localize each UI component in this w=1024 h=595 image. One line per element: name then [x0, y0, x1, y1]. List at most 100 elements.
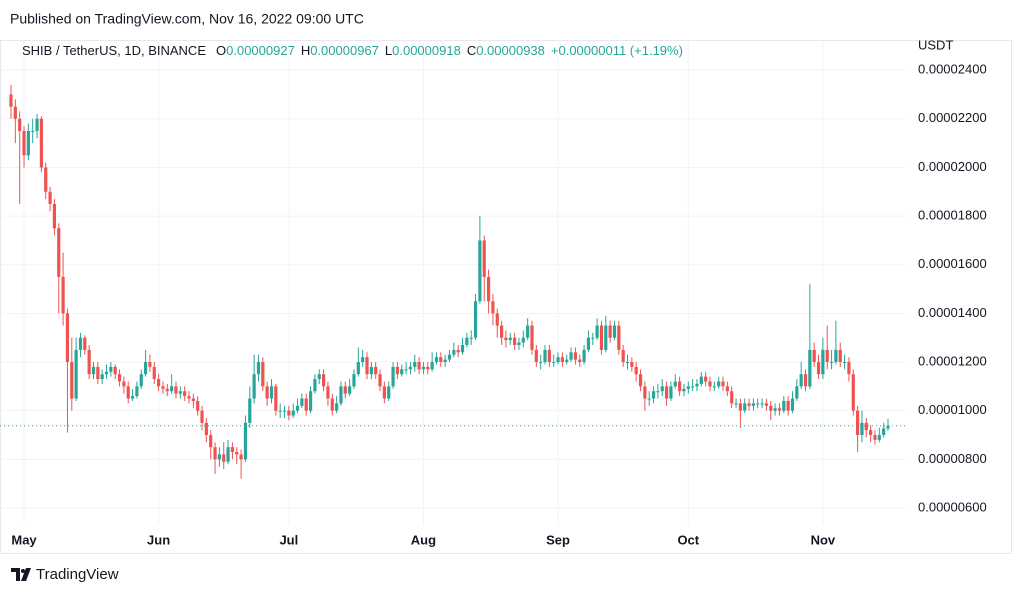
candle-body: [643, 386, 647, 399]
candle-body: [408, 366, 413, 370]
candle-body: [152, 366, 156, 380]
candle-body: [660, 386, 664, 392]
candle-body: [395, 366, 400, 375]
close-label: C: [467, 43, 476, 58]
candle-body: [143, 362, 148, 375]
candle-body: [265, 386, 269, 399]
candle-body: [57, 228, 61, 277]
x-tick-label: Jun: [147, 532, 170, 547]
candle-body: [877, 435, 881, 440]
candle-body: [508, 337, 512, 341]
open-label: O: [216, 43, 226, 58]
y-tick-label: 0.00002200: [918, 110, 987, 125]
candle-body: [183, 391, 187, 397]
candle-body: [178, 391, 182, 394]
candle-body: [560, 357, 564, 363]
candle-body: [777, 408, 782, 411]
candle-body: [374, 366, 378, 375]
candle-body: [126, 386, 130, 399]
candle-body: [686, 386, 690, 389]
candle-body: [217, 454, 221, 460]
candle-body: [239, 454, 243, 460]
candle-body: [308, 391, 313, 411]
candle-body: [539, 362, 543, 364]
candle-body: [478, 240, 482, 302]
candle-body: [612, 325, 617, 338]
candle-body: [495, 313, 499, 326]
chart-frame: [0, 40, 1012, 554]
candle-body: [630, 362, 634, 367]
candle-body: [808, 349, 812, 387]
candle-body: [851, 374, 855, 411]
candle-body: [291, 410, 295, 416]
candle-body: [456, 349, 460, 353]
candle-body: [61, 276, 65, 314]
candle-body: [157, 379, 161, 387]
candle-body: [391, 366, 395, 387]
candle-body: [213, 447, 217, 460]
candle-body: [638, 374, 643, 387]
candle-body: [699, 376, 703, 384]
candle-body: [300, 398, 304, 406]
candle-body: [756, 403, 760, 405]
candle-body: [695, 383, 699, 387]
candle-body: [365, 357, 369, 375]
candle-body: [769, 405, 773, 411]
candle-body: [743, 403, 747, 411]
candle-body: [200, 410, 204, 423]
candle-body: [547, 349, 551, 363]
candle-body: [248, 398, 252, 423]
candle-body: [599, 325, 604, 350]
candle-body: [747, 403, 751, 406]
logo-dot: [21, 569, 25, 573]
low-value: 0.00000918: [392, 43, 461, 58]
candle-body: [782, 400, 786, 411]
candle-body: [48, 191, 52, 204]
candle-body: [664, 386, 669, 399]
high-label: H: [301, 43, 310, 58]
candle-body: [604, 325, 608, 350]
candle-body: [287, 410, 291, 416]
candle-body: [473, 301, 478, 338]
candle-body: [421, 366, 426, 370]
candle-body: [829, 362, 834, 364]
candle-body: [65, 313, 70, 363]
candle-body: [725, 386, 729, 392]
candle-body: [486, 276, 491, 302]
brand-name: TradingView: [36, 566, 119, 583]
candle-body: [691, 386, 695, 388]
candle-body: [556, 357, 560, 363]
candle-body: [656, 391, 660, 393]
candle-body: [482, 240, 486, 277]
candle-body: [139, 374, 143, 387]
candle-body: [803, 374, 808, 387]
candle-body: [795, 386, 799, 399]
candle-body: [117, 374, 122, 382]
legend: SHIB / TetherUS, 1D, BINANCE O0.00000927 H…: [22, 43, 683, 58]
symbol: SHIB / TetherUS, 1D, BINANCE: [22, 43, 206, 58]
candle-body: [499, 325, 504, 338]
candle-body: [226, 447, 230, 462]
candle-body: [521, 337, 525, 343]
candle-body: [821, 349, 825, 375]
candle-body: [109, 366, 113, 372]
candle-body: [864, 422, 868, 431]
published-note: Published on TradingView.com, Nov 16, 20…: [10, 11, 364, 27]
candle-body: [842, 362, 847, 364]
candle-body: [269, 386, 274, 399]
candle-body: [313, 379, 317, 392]
candle-body: [91, 366, 96, 375]
candle-body: [682, 388, 686, 392]
candle-body: [235, 452, 239, 455]
candle-body: [352, 374, 356, 387]
candle-body: [790, 398, 795, 411]
candle-body: [552, 362, 556, 364]
candle-body: [439, 357, 443, 363]
candle-body: [647, 398, 651, 400]
candle-body: [174, 386, 178, 394]
candle-body: [799, 374, 803, 387]
candle-body: [135, 386, 139, 397]
candle-body: [282, 410, 287, 412]
candle-body: [330, 398, 334, 411]
candle-body: [326, 386, 330, 399]
